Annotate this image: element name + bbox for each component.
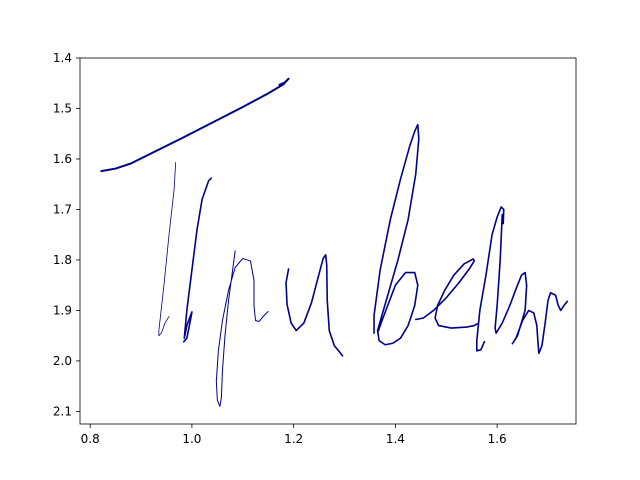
x-axis: 0.8 1.0 1.2 1.4 1.6 [81,424,507,446]
series-layer [100,77,569,407]
y-tick-label: 1.7 [53,202,72,216]
y-tick-label: 1.6 [53,152,72,166]
stroke-series-3 [182,177,213,343]
x-tick-label: 1.0 [182,432,201,446]
y-tick-label: 1.9 [53,303,72,317]
stroke-series-6 [373,123,420,346]
stroke-series-8 [475,206,569,355]
y-tick-label: 2.1 [53,404,72,418]
plot-area [80,58,576,424]
stroke-series-2 [158,162,177,337]
stroke-series-1 [100,77,290,173]
x-tick-label: 1.6 [488,432,507,446]
stroke-series-4 [215,250,269,407]
x-tick-label: 1.4 [386,432,405,446]
x-tick-label: 0.8 [81,432,100,446]
y-tick-label: 1.8 [53,253,72,267]
y-tick-label: 1.5 [53,101,72,115]
y-axis: 1.4 1.5 1.6 1.7 1.8 1.9 2.0 2.1 [53,51,80,418]
y-tick-label: 2.0 [53,354,72,368]
y-tick-label: 1.4 [53,51,72,65]
stroke-series-5 [285,254,344,357]
plot-frame [79,57,577,425]
x-tick-label: 1.2 [284,432,303,446]
stroke-series-7 [414,258,479,329]
